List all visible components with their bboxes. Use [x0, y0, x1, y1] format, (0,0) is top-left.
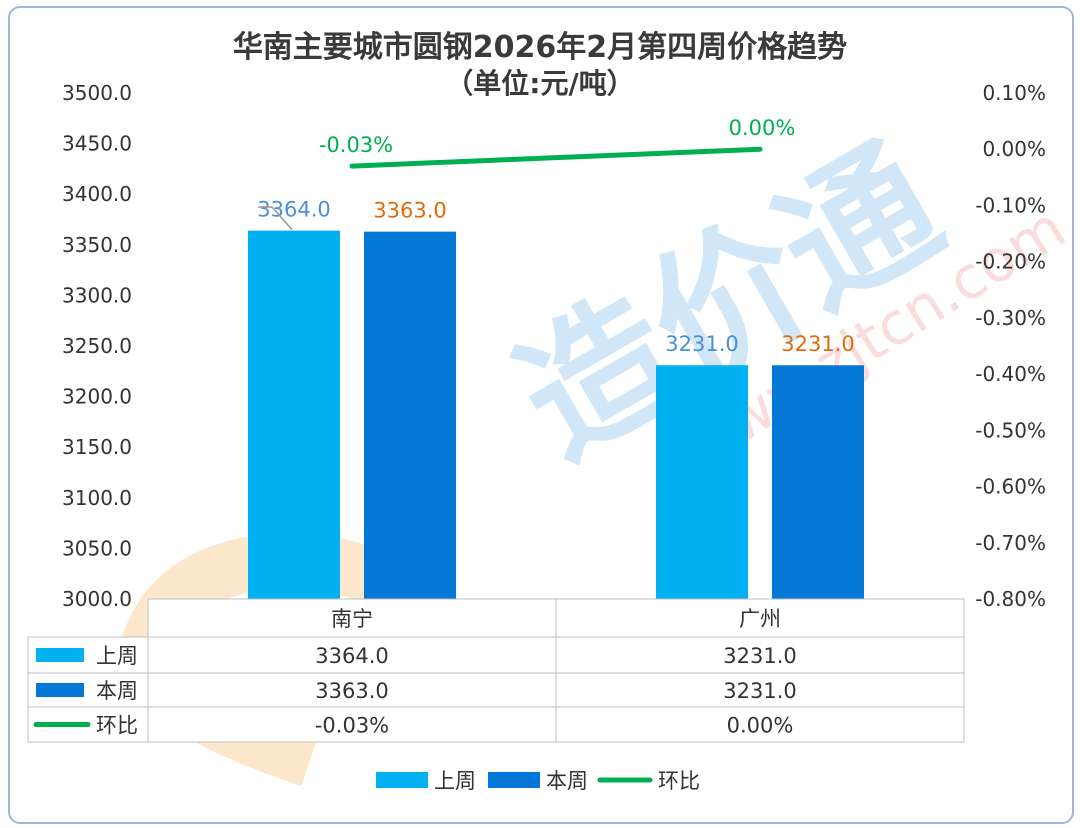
table-category-header: 广州 [739, 607, 781, 631]
table-legend-key [36, 683, 84, 697]
y-right-tick-label: 0.00% [982, 137, 1046, 161]
bar-group: 3364.0 3231.0 3363.0 3231.0 [248, 198, 864, 600]
y-right-tick-label: 0.10% [982, 81, 1046, 105]
legend-label: 环比 [658, 769, 700, 793]
table-cell: -0.03% [315, 714, 389, 738]
y-right-tick-label: -0.80% [975, 587, 1046, 611]
label-leader-line [258, 206, 293, 231]
legend-key [376, 772, 428, 788]
y-left-tick-label: 3300.0 [62, 283, 132, 307]
y-right-tick-label: -0.70% [975, 531, 1046, 555]
table-legend-key [36, 648, 84, 662]
table-row-label: 环比 [96, 714, 138, 738]
chart-title: 华南主要城市圆钢2026年2月第四周价格趋势 [232, 30, 848, 65]
y-left-tick-label: 3000.0 [62, 587, 132, 611]
chart-subtitle: （单位:元/吨） [445, 67, 635, 100]
y-left-tick-label: 3350.0 [62, 233, 132, 257]
line-group: -0.03% 0.00% [319, 116, 796, 169]
line-data-label: 0.00% [729, 116, 796, 140]
table-cell: 3231.0 [723, 644, 796, 668]
y-left-tick-label: 3500.0 [62, 81, 132, 105]
table-category-header: 南宁 [331, 607, 373, 631]
table-row-label: 上周 [96, 644, 138, 668]
table-cell: 3363.0 [315, 679, 388, 703]
legend: 上周 本周 环比 [376, 769, 700, 793]
table-cell: 3364.0 [315, 644, 388, 668]
bar-data-label: 3231.0 [781, 332, 854, 356]
y-right-tick-label: -0.20% [975, 250, 1046, 274]
table-cell: 0.00% [727, 714, 794, 738]
bar [248, 230, 340, 599]
y-right-tick-label: -0.60% [975, 475, 1046, 499]
legend-key [488, 772, 540, 788]
line-series-path [349, 146, 763, 169]
y-right-tick-label: -0.10% [975, 193, 1046, 217]
y-left-tick-label: 3100.0 [62, 486, 132, 510]
bar [364, 231, 456, 600]
bar-data-label: 3364.0 [257, 198, 330, 222]
y-axis-left: 3000.0 3050.0 3100.0 3150.0 3200.0 3250.0 3300… [62, 81, 132, 611]
legend-label: 上周 [434, 769, 476, 793]
table-cell: 3231.0 [723, 679, 796, 703]
y-left-tick-label: 3250.0 [62, 334, 132, 358]
y-right-tick-label: -0.30% [975, 306, 1046, 330]
y-left-tick-label: 3050.0 [62, 536, 132, 560]
y-right-tick-label: -0.50% [975, 418, 1046, 442]
y-left-tick-label: 3450.0 [62, 132, 132, 156]
y-left-tick-label: 3200.0 [62, 385, 132, 409]
table-row-label: 本周 [96, 679, 138, 703]
y-left-tick-label: 3150.0 [62, 435, 132, 459]
y-right-tick-label: -0.40% [975, 362, 1046, 386]
line-data-label: -0.03% [319, 133, 393, 157]
bar-data-label: 3363.0 [373, 199, 446, 223]
legend-label: 本周 [546, 769, 588, 793]
y-left-tick-label: 3400.0 [62, 182, 132, 206]
y-axis-right: -0.80% -0.70% -0.60% -0.50% -0.40% -0.30% -0.2… [975, 81, 1046, 611]
bar [656, 365, 748, 599]
bar [772, 365, 864, 599]
bar-data-label: 3231.0 [665, 332, 738, 356]
